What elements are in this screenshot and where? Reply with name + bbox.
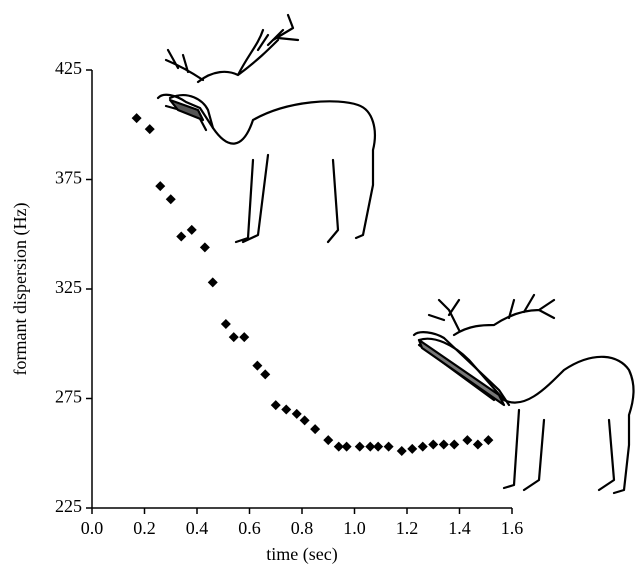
data-point — [145, 124, 155, 134]
data-point — [292, 409, 302, 419]
x-tick-label: 1.4 — [448, 518, 471, 538]
data-point — [166, 194, 176, 204]
data-point — [271, 400, 281, 410]
data-point — [229, 332, 239, 342]
data-point — [187, 225, 197, 235]
data-point — [310, 424, 320, 434]
data-point — [176, 231, 186, 241]
x-tick-label: 0.8 — [291, 518, 314, 538]
x-tick-label: 0.2 — [133, 518, 156, 538]
x-tick-label: 0.4 — [186, 518, 209, 538]
data-point — [449, 439, 459, 449]
x-tick-label: 0.6 — [238, 518, 261, 538]
data-point — [132, 113, 142, 123]
y-tick-label: 325 — [55, 277, 82, 297]
x-axis-label: time (sec) — [266, 544, 337, 565]
y-tick-label: 425 — [55, 58, 82, 78]
y-axis-label: formant dispersion (Hz) — [10, 203, 31, 376]
data-point — [252, 361, 262, 371]
data-point — [373, 442, 383, 452]
data-point — [221, 319, 231, 329]
x-tick-label: 1.0 — [343, 518, 366, 538]
data-point — [355, 442, 365, 452]
data-point — [200, 242, 210, 252]
y-tick-label: 375 — [55, 168, 82, 188]
x-tick-label: 1.2 — [396, 518, 419, 538]
y-tick-label: 225 — [55, 496, 82, 516]
data-point — [342, 442, 352, 452]
chart: formant dispersion (Hz) time (sec) 225 27… — [0, 0, 637, 574]
y-tick-label: 275 — [55, 387, 82, 407]
data-point — [483, 435, 493, 445]
data-point — [462, 435, 472, 445]
data-point — [439, 439, 449, 449]
data-point — [300, 415, 310, 425]
data-point — [473, 439, 483, 449]
x-tick-label: 1.6 — [501, 518, 524, 538]
data-point — [418, 442, 428, 452]
data-point — [208, 277, 218, 287]
deer-illustration-bottom — [414, 295, 634, 493]
data-point — [407, 444, 417, 454]
x-tick-label: 0.0 — [81, 518, 104, 538]
data-point — [397, 446, 407, 456]
deer-illustration-top — [158, 15, 375, 242]
data-point — [323, 435, 333, 445]
data-point — [281, 404, 291, 414]
data-point — [260, 369, 270, 379]
data-point — [384, 442, 394, 452]
data-point — [239, 332, 249, 342]
data-point — [155, 181, 165, 191]
data-point — [428, 439, 438, 449]
